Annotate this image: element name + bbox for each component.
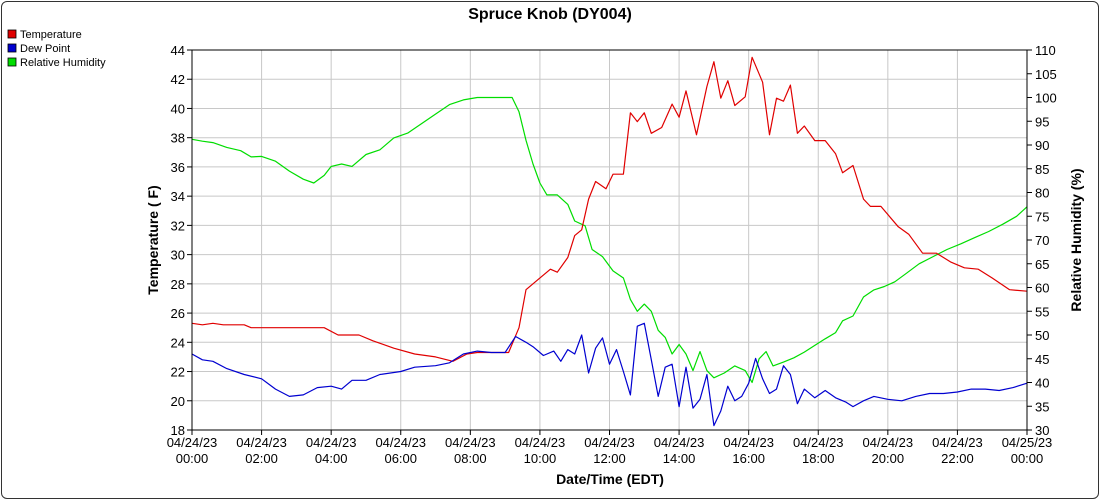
x-tick-time: 14:00 (663, 451, 696, 466)
left-tick-label: 42 (171, 72, 185, 87)
x-tick-time: 00:00 (1011, 451, 1044, 466)
right-tick-label: 70 (1035, 233, 1049, 248)
x-tick-time: 08:00 (454, 451, 487, 466)
left-tick-label: 22 (171, 365, 185, 380)
legend-swatch-relative-humidity (7, 57, 17, 67)
x-tick-time: 12:00 (593, 451, 626, 466)
legend-label-relative-humidity: Relative Humidity (20, 57, 106, 69)
legend-swatch-dew-point (7, 43, 17, 53)
right-tick-label: 35 (1035, 399, 1049, 414)
left-tick-label: 36 (171, 160, 185, 175)
legend-label-temperature: Temperature (20, 29, 82, 41)
left-tick-label: 34 (171, 189, 185, 204)
left-axis-ticks: 18 20 22 24 26 28 30 32 34 36 38 40 42 44 (171, 43, 192, 438)
x-tick-time: 20:00 (872, 451, 905, 466)
left-tick-label: 28 (171, 277, 185, 292)
right-tick-label: 50 (1035, 328, 1049, 343)
x-tick-date: 04/24/23 (515, 435, 566, 450)
x-tick-time: 16:00 (732, 451, 765, 466)
grid (191, 49, 1028, 431)
x-tick-date: 04/25/23 (1002, 435, 1053, 450)
left-tick-label: 24 (171, 335, 185, 350)
chart-title: Spruce Knob (DY004) (468, 6, 632, 23)
left-tick-label: 30 (171, 248, 185, 263)
right-tick-label: 60 (1035, 281, 1049, 296)
left-tick-label: 32 (171, 218, 185, 233)
right-tick-label: 85 (1035, 162, 1049, 177)
x-tick-time: 22:00 (941, 451, 974, 466)
series-layer (191, 56, 1028, 427)
x-tick-date: 04/24/23 (375, 435, 426, 450)
x-tick-date: 04/24/23 (654, 435, 705, 450)
right-tick-label: 45 (1035, 352, 1049, 367)
right-axis-ticks: 30 35 40 45 50 55 60 65 70 75 80 85 90 95 100 105 110 (1027, 43, 1057, 438)
left-tick-label: 40 (171, 101, 185, 116)
x-tick-date: 04/24/23 (932, 435, 983, 450)
left-tick-label: 18 (171, 423, 185, 438)
right-tick-label: 95 (1035, 114, 1049, 129)
left-tick-label: 26 (171, 306, 185, 321)
x-tick-date: 04/24/23 (863, 435, 914, 450)
x-axis-ticks: 04/24/2300:0004/24/2302:0004/24/2304:000… (167, 430, 1053, 466)
x-tick-date: 04/24/23 (236, 435, 287, 450)
x-tick-time: 10:00 (524, 451, 557, 466)
x-tick-date: 04/24/23 (167, 435, 218, 450)
left-tick-label: 38 (171, 131, 185, 146)
legend: Temperature Dew Point Relative Humidity (7, 29, 106, 69)
right-tick-label: 30 (1035, 423, 1049, 438)
right-tick-label: 80 (1035, 186, 1049, 201)
series-line-temperature (191, 56, 1028, 362)
right-axis-title: Relative Humidity (%) (1068, 168, 1084, 311)
series-line-dew-point (191, 322, 1028, 427)
right-tick-label: 40 (1035, 376, 1049, 391)
right-tick-label: 55 (1035, 304, 1049, 319)
left-tick-label: 20 (171, 394, 185, 409)
series-line-relative-humidity (191, 96, 1028, 384)
legend-label-dew-point: Dew Point (20, 43, 70, 55)
x-axis-title: Date/Time (EDT) (556, 471, 664, 487)
x-tick-time: 18:00 (802, 451, 835, 466)
x-tick-time: 00:00 (176, 451, 209, 466)
x-tick-date: 04/24/23 (306, 435, 357, 450)
left-axis-title: Temperature ( F) (145, 185, 161, 294)
x-tick-time: 06:00 (384, 451, 417, 466)
x-tick-date: 04/24/23 (793, 435, 844, 450)
x-tick-time: 04:00 (315, 451, 348, 466)
right-tick-label: 100 (1035, 91, 1057, 106)
right-tick-label: 90 (1035, 138, 1049, 153)
x-tick-date: 04/24/23 (584, 435, 635, 450)
x-tick-date: 04/24/23 (445, 435, 496, 450)
right-tick-label: 105 (1035, 67, 1057, 82)
x-tick-time: 02:00 (245, 451, 278, 466)
right-tick-label: 110 (1035, 43, 1056, 58)
left-tick-label: 44 (171, 43, 185, 58)
x-tick-date: 04/24/23 (723, 435, 774, 450)
legend-swatch-temperature (7, 29, 17, 39)
right-tick-label: 75 (1035, 209, 1049, 224)
right-tick-label: 65 (1035, 257, 1049, 272)
